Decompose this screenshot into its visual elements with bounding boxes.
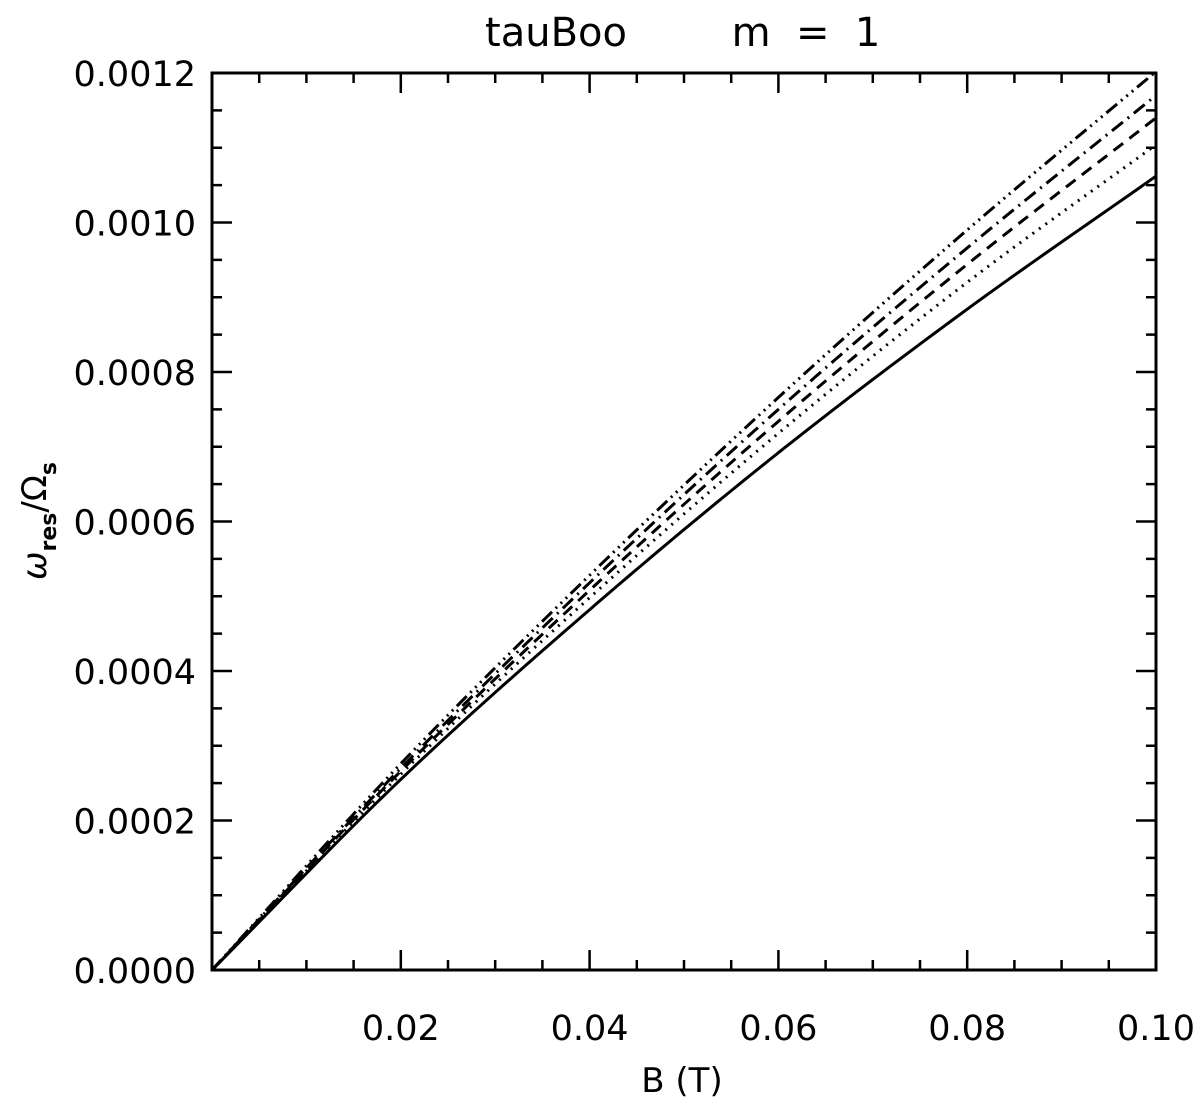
- y-tick-label: 0.0006: [74, 504, 196, 544]
- y-tick-labels: 0.0000 0.0002 0.0004 0.0006 0.0008 0.0010 0.00…: [74, 55, 196, 992]
- y-tick-label: 0.0010: [74, 205, 196, 245]
- axis-ticks: [212, 73, 1156, 970]
- y-label-slash: /: [15, 501, 55, 513]
- chart-title-param: m = 1: [732, 10, 881, 56]
- x-tick-label: 0.10: [1117, 1009, 1195, 1049]
- y-tick-label: 0.0008: [74, 354, 196, 394]
- x-tick-labels: 0.02 0.04 0.06 0.08 0.10: [362, 1009, 1195, 1049]
- y-label-omega-capital-sub: s: [37, 462, 62, 475]
- svg-text:ωres/Ωs: ωres/Ωs: [15, 462, 62, 580]
- chart-title-name: tauBoo: [485, 10, 627, 56]
- y-label-omega-capital: Ω: [15, 475, 55, 501]
- y-tick-label: 0.0012: [74, 55, 196, 95]
- series-line-dash-dot-dot-dot: [210, 70, 1157, 972]
- x-tick-label: 0.08: [928, 1009, 1006, 1049]
- y-label-omega-sub: res: [37, 513, 62, 552]
- series-lines: [210, 70, 1157, 972]
- y-axis-label: ωres/Ωs: [15, 462, 62, 580]
- plot-frame: [210, 71, 1158, 972]
- series-line-solid: [210, 174, 1157, 972]
- x-tick-label: 0.06: [739, 1009, 817, 1049]
- chart-title: tauBoo m = 1: [485, 10, 880, 56]
- series-line-dotted: [210, 143, 1157, 972]
- x-tick-label: 0.02: [362, 1009, 440, 1049]
- series-line-dash-dot: [210, 94, 1157, 972]
- y-tick-label: 0.0000: [74, 952, 196, 992]
- y-tick-label: 0.0004: [74, 653, 196, 693]
- x-axis-label: B (T): [641, 1061, 722, 1101]
- y-tick-label: 0.0002: [74, 803, 196, 843]
- series-line-dashed: [210, 116, 1157, 972]
- y-label-omega: ω: [15, 551, 55, 579]
- x-tick-label: 0.04: [551, 1009, 629, 1049]
